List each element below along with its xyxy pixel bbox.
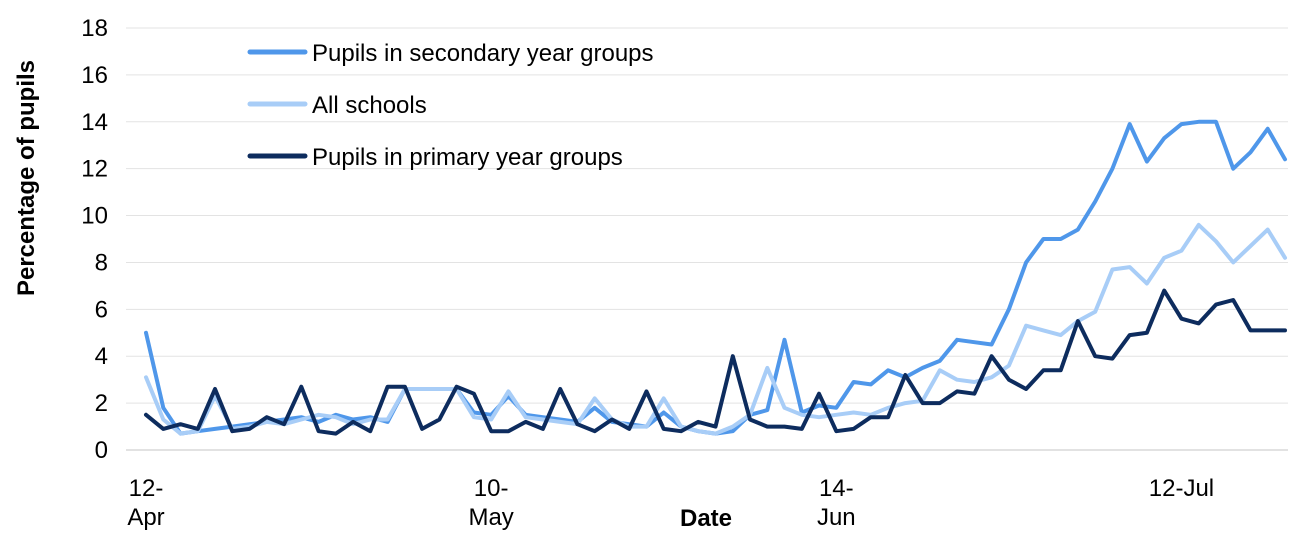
x-tick-label: 10-May (468, 475, 513, 531)
y-tick-label: 8 (95, 249, 108, 276)
y-tick-label: 18 (81, 15, 108, 42)
y-axis-tick-labels: 0 2 4 6 8 10 12 14 16 18 (81, 15, 108, 464)
y-tick-label: 4 (95, 343, 108, 370)
gridlines (126, 27, 1288, 404)
legend-label: All schools (312, 92, 427, 119)
legend-label: Pupils in primary year groups (312, 144, 623, 171)
x-axis-tick-labels: 12-Apr 10-May 14-Jun 12-Jul (127, 475, 1214, 531)
series-line-3 (144, 288, 1287, 436)
x-axis-title: Date (680, 505, 732, 532)
y-tick-label: 6 (95, 296, 108, 323)
x-tick-label: 12-Apr (127, 475, 164, 531)
series-lines (144, 119, 1287, 436)
y-tick-label: 10 (81, 203, 108, 230)
y-axis-title: Percentage of pupils (13, 60, 40, 296)
y-tick-label: 14 (81, 109, 108, 136)
y-tick-label: 12 (81, 156, 108, 183)
y-tick-label: 0 (95, 437, 108, 464)
y-tick-label: 16 (81, 62, 108, 89)
x-tick-label: 14-Jun (817, 475, 856, 531)
x-tick-label: 12-Jul (1149, 475, 1214, 502)
series-line-2 (144, 222, 1287, 436)
legend-label: Pupils in secondary year groups (312, 40, 654, 67)
legend: Pupils in secondary year groups All schoo… (247, 40, 654, 171)
y-tick-label: 2 (95, 390, 108, 417)
